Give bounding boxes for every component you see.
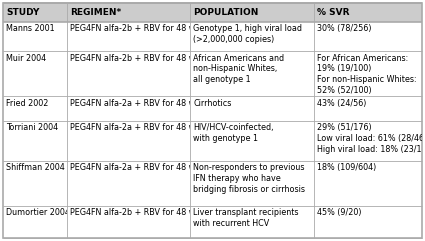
Text: Torriani 2004: Torriani 2004 [6, 123, 58, 132]
Text: HIV/HCV-coinfected,
with genotype 1: HIV/HCV-coinfected, with genotype 1 [193, 123, 274, 143]
Text: Liver transplant recipients
with recurrent HCV: Liver transplant recipients with recurre… [193, 208, 299, 228]
Text: REGIMEN*: REGIMEN* [70, 8, 121, 17]
Text: Shiffman 2004: Shiffman 2004 [6, 163, 65, 172]
Text: Non-responders to previous
IFN therapy who have
bridging fibrosis or cirrhosis: Non-responders to previous IFN therapy w… [193, 163, 305, 194]
Text: PEG4FN alfa-2b + RBV for 48 weeks: PEG4FN alfa-2b + RBV for 48 weeks [70, 208, 214, 217]
Text: Manns 2001: Manns 2001 [6, 24, 55, 33]
Text: PEG4FN alfa-2b + RBV for 48 weeks: PEG4FN alfa-2b + RBV for 48 weeks [70, 24, 214, 33]
Text: African Americans and
non-Hispanic Whites,
all genotype 1: African Americans and non-Hispanic White… [193, 54, 284, 84]
Text: 45% (9/20): 45% (9/20) [317, 208, 361, 217]
Text: 29% (51/176)
Low viral load: 61% (28/46)
High viral load: 18% (23/130): 29% (51/176) Low viral load: 61% (28/46)… [317, 123, 425, 154]
Text: Cirrhotics: Cirrhotics [193, 99, 232, 108]
Text: Genotype 1, high viral load
(>2,000,000 copies): Genotype 1, high viral load (>2,000,000 … [193, 24, 302, 44]
Text: PEG4FN alfa-2b + RBV for 48 weeks: PEG4FN alfa-2b + RBV for 48 weeks [70, 54, 214, 63]
Text: STUDY: STUDY [6, 8, 40, 17]
Bar [3, 3, 422, 22]
Text: PEG4FN alfa-2a + RBV for 48 weeks: PEG4FN alfa-2a + RBV for 48 weeks [70, 99, 214, 108]
Text: Fried 2002: Fried 2002 [6, 99, 48, 108]
Text: For African Americans:
19% (19/100)
For non-Hispanic Whites:
52% (52/100): For African Americans: 19% (19/100) For … [317, 54, 416, 95]
Text: PEG4FN alfa-2a + RBV for 48 weeks: PEG4FN alfa-2a + RBV for 48 weeks [70, 163, 214, 172]
Text: % SVR: % SVR [317, 8, 349, 17]
Text: POPULATION: POPULATION [193, 8, 259, 17]
Text: 30% (78/256): 30% (78/256) [317, 24, 371, 33]
Text: PEG4FN alfa-2a + RBV for 48 weeks: PEG4FN alfa-2a + RBV for 48 weeks [70, 123, 214, 132]
Text: Dumortier 2004: Dumortier 2004 [6, 208, 70, 217]
Text: 18% (109/604): 18% (109/604) [317, 163, 376, 172]
Text: 43% (24/56): 43% (24/56) [317, 99, 366, 108]
Text: Muir 2004: Muir 2004 [6, 54, 46, 63]
